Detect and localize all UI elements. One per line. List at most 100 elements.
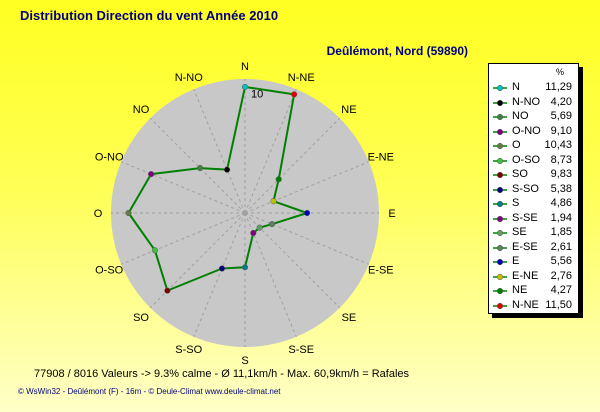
marker-e-ne <box>270 198 277 205</box>
legend-item-value: 11,50 <box>545 298 572 311</box>
spoke-o-no <box>121 161 246 214</box>
legend-item-value: 1,94 <box>550 211 572 224</box>
legend-item-value: 5,56 <box>550 255 572 267</box>
legend-item: S-SO 5,38 <box>489 183 578 197</box>
legend-item-value: 8,73 <box>550 153 572 166</box>
legend-marker-icon <box>493 128 507 135</box>
legend-item: NE 4,27 <box>489 284 578 298</box>
legend-item-value: 10,43 <box>544 139 572 151</box>
spoke-o-so <box>121 212 246 265</box>
direction-label-ne: NE <box>341 104 356 116</box>
legend-item: S-SE 1,94 <box>489 212 578 226</box>
marker-s-se <box>250 229 257 237</box>
radial-tick-label: 10 <box>251 88 263 100</box>
direction-label-n-no: N-NO <box>175 72 204 84</box>
spoke-se <box>244 212 341 309</box>
direction-label-o: O <box>94 208 103 220</box>
legend-item-value: 5,69 <box>550 110 572 122</box>
direction-label-e: E <box>388 208 395 220</box>
legend-item-value: 5,38 <box>550 182 572 195</box>
marker-o <box>125 209 132 217</box>
direction-label-s-se: S-SE <box>288 344 314 356</box>
spoke-s-so <box>193 212 246 337</box>
stats-line: 77908 / 8016 Valeurs -> 9.3% calme - Ø 1… <box>34 368 409 380</box>
marker-e-se <box>268 221 275 228</box>
legend-item-name: S-SO <box>512 182 539 195</box>
spoke-s-se <box>244 212 297 337</box>
legend-item: O 10,43 <box>489 139 578 153</box>
legend-item: O-SO 8,73 <box>489 154 578 168</box>
legend-item: S 4,86 <box>489 197 578 211</box>
marker-se <box>256 224 263 231</box>
legend-marker-icon <box>493 302 507 309</box>
legend-item: NO 5,69 <box>489 110 578 124</box>
marker-so <box>164 287 171 294</box>
marker-o-no <box>148 171 155 178</box>
legend-item: E-SE 2,61 <box>489 241 578 255</box>
spoke-n-no <box>193 89 246 214</box>
direction-label-e-se: E-SE <box>368 264 394 276</box>
legend-marker-icon <box>493 258 507 266</box>
legend-marker-icon <box>493 171 507 179</box>
spoke-ne <box>244 117 341 214</box>
legend-item-value: 2,61 <box>550 240 572 253</box>
legend-item-name: O-SO <box>512 153 541 166</box>
legend-marker-icon <box>493 229 507 237</box>
marker-s-so <box>218 265 226 272</box>
legend-item-value: 2,76 <box>550 269 572 282</box>
legend-item-name: N-NE <box>512 298 539 311</box>
legend-item-name: O-NO <box>512 124 541 137</box>
marker-ne <box>275 176 282 183</box>
legend-item-value: 9,83 <box>550 168 572 180</box>
marker-e <box>304 209 311 217</box>
legend-unit: % <box>555 67 564 77</box>
legend-item-name: S-SE <box>512 211 538 224</box>
legend-marker-icon <box>493 84 507 92</box>
direction-label-o-so: O-SO <box>95 264 124 276</box>
station-name: Deûlémont, Nord (59890) <box>326 44 468 58</box>
legend-item-name: N-NO <box>512 95 541 108</box>
legend-item-value: 4,27 <box>550 284 572 296</box>
spoke-so <box>149 212 246 309</box>
spoke-no <box>149 117 246 214</box>
spoke-n-ne <box>244 89 297 214</box>
marker-n-ne <box>291 91 298 98</box>
legend-item-value: 4,86 <box>550 197 572 209</box>
legend-item: E 5,56 <box>489 255 578 269</box>
direction-label-no: NO <box>133 104 150 116</box>
legend-item-name: SO <box>512 168 528 180</box>
spoke-e-se <box>244 212 369 265</box>
legend-item: N 11,29 <box>489 81 578 95</box>
legend-item: E-NE 2,76 <box>489 270 578 284</box>
legend-item: O-NO 9,10 <box>489 125 578 139</box>
legend-item-value: 4,20 <box>550 95 572 108</box>
marker-n-no <box>224 166 231 173</box>
marker-s <box>241 264 249 271</box>
legend-marker-icon <box>493 186 507 193</box>
legend-item-name: N <box>512 81 520 93</box>
legend-marker-icon <box>493 142 507 150</box>
legend-item: N-NE 11,50 <box>489 299 578 313</box>
direction-label-s-so: S-SO <box>175 344 202 356</box>
chart-title: Distribution Direction du vent Année 201… <box>20 8 279 23</box>
legend-item-name: E-SE <box>512 240 538 253</box>
legend-item: SE 1,85 <box>489 226 578 240</box>
marker-o-so <box>151 247 158 254</box>
spoke-e-ne <box>244 161 369 214</box>
legend-marker-icon <box>493 215 507 222</box>
chart-legend: % N 11,29 N-NO 4,20 NO 5,69 O-NO 9,10 O 10,43 O-SO… <box>488 63 579 314</box>
legend-item-value: 9,10 <box>550 124 572 137</box>
direction-label-e-ne: E-NE <box>368 152 394 164</box>
direction-label-n: N <box>241 61 249 73</box>
legend-item: SO 9,83 <box>489 168 578 182</box>
legend-marker-icon <box>493 157 507 164</box>
legend-item: N-NO 4,20 <box>489 96 578 110</box>
legend-item-name: NE <box>512 284 528 296</box>
legend-marker-icon <box>493 200 507 208</box>
legend-item-name: E <box>512 255 520 267</box>
legend-marker-icon <box>493 99 507 106</box>
legend-marker-icon <box>493 244 507 251</box>
legend-item-name: E-NE <box>512 269 539 282</box>
